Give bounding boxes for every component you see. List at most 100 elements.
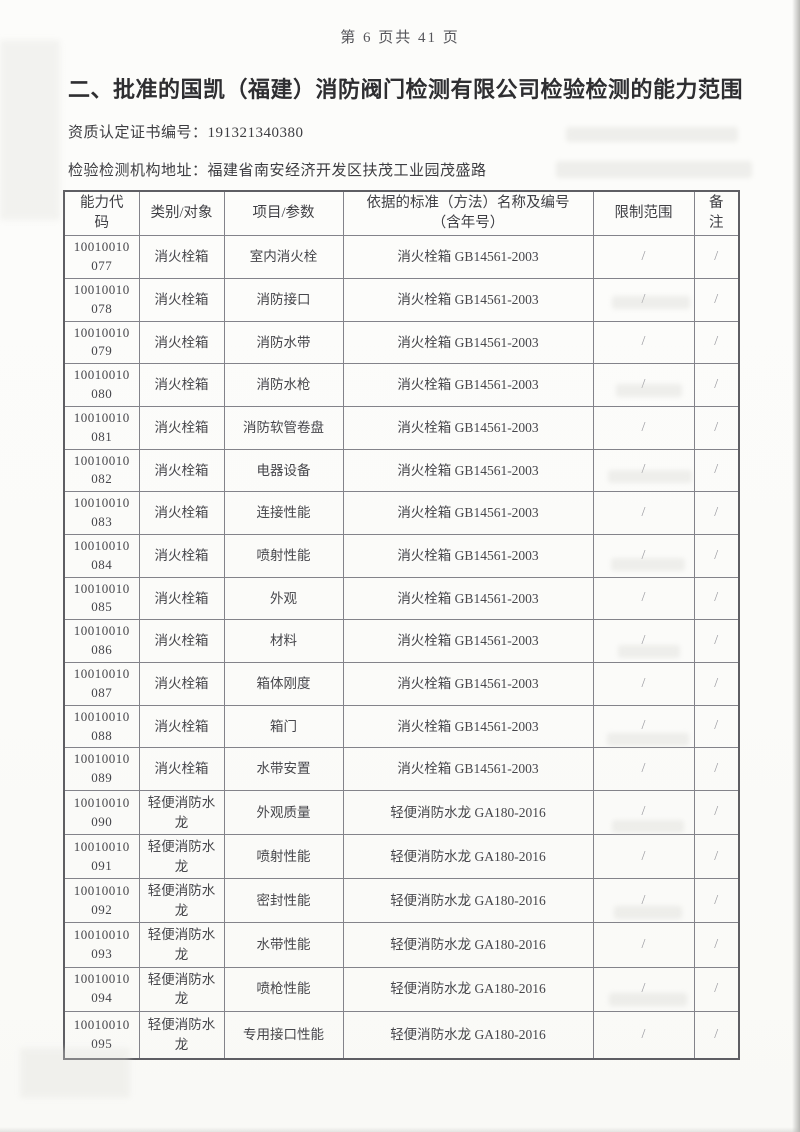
cell-limit-scope: / [592,922,695,968]
cell-remarks: / [693,533,740,578]
capability-code-line2: 088 [91,727,113,743]
cell-category-object: 消火栓箱 [138,619,225,663]
cell-category-object: 消火栓箱 [138,576,225,621]
table-row: 10010010 095 轻便消防水 龙 专用接口性能 轻便消防水龙 GA180-… [63,1010,740,1060]
cell-capability-code: 10010010 086 [63,619,140,663]
cell-item-parameter: 喷射性能 [223,834,344,880]
capability-code-line1: 10010010 [73,537,130,553]
cell-item-parameter: 水带性能 [223,922,344,968]
cell-remarks: / [693,790,740,836]
table-row: 10010010 091 轻便消防水 龙 喷射性能 轻便消防水龙 GA180-20… [63,834,740,880]
cell-standard-name-number: 消火栓箱 GB14561-2003 [342,704,594,749]
cell-standard-name-number: 消火栓箱 GB14561-2003 [342,363,594,407]
table-row: 10010010 088 消火栓箱 箱门 消火栓箱 GB14561-2003 / … [63,704,740,749]
institution-address-line: 检验检测机构地址：福建省南安经济开发区扶茂工业园茂盛路 [68,159,487,180]
cell-limit-scope: / [592,704,695,749]
cell-category-object: 轻便消防水 龙 [138,878,225,924]
capability-code-line1: 10010010 [73,281,130,297]
certificate-number-value: 191321340380 [207,125,304,141]
cell-item-parameter: 水带安置 [223,747,344,792]
cell-standard-name-number: 消火栓箱 GB14561-2003 [342,576,594,621]
cell-item-parameter: 连接性能 [223,491,344,535]
cell-limit-scope: / [592,790,695,836]
cell-limit-scope: / [592,747,695,792]
cell-category-object: 消火栓箱 [138,235,225,279]
cell-remarks: / [693,619,740,663]
capability-code-line1: 10010010 [73,452,130,468]
cell-category-object: 消火栓箱 [138,320,225,365]
cell-item-parameter: 材料 [223,619,344,663]
bleed-through-artifact [0,40,60,220]
capability-code-line1: 10010010 [73,580,130,596]
table-row: 10010010 083 消火栓箱 连接性能 消火栓箱 GB14561-2003 … [63,491,740,535]
table-row: 10010010 090 轻便消防水 龙 外观质量 轻便消防水龙 GA180-20… [63,790,740,836]
capability-code-line1: 10010010 [73,623,130,639]
col-header-capability-code: 能力代 码 [63,190,140,237]
cell-remarks: / [693,320,740,365]
cell-remarks: / [693,277,740,322]
cell-remarks: / [693,966,740,1012]
cell-standard-name-number: 轻便消防水龙 GA180-2016 [342,966,594,1012]
cell-capability-code: 10010010 089 [63,747,140,792]
cell-item-parameter: 喷射性能 [223,533,344,578]
table-row: 10010010 084 消火栓箱 喷射性能 消火栓箱 GB14561-2003 … [63,533,740,578]
col-header-remarks: 备 注 [693,190,740,237]
capability-code-line1: 10010010 [73,708,130,724]
cell-remarks: / [693,662,740,706]
capability-code-line1: 10010010 [73,239,130,255]
cell-standard-name-number: 轻便消防水龙 GA180-2016 [342,790,594,836]
cell-capability-code: 10010010 091 [63,834,140,880]
capability-code-line2: 091 [91,857,113,873]
cell-standard-name-number: 轻便消防水龙 GA180-2016 [342,834,594,880]
col-header-limit-scope: 限制范围 [592,190,695,237]
cell-remarks: / [693,491,740,535]
cell-limit-scope: / [592,834,695,880]
cell-standard-name-number: 轻便消防水龙 GA180-2016 [342,1010,594,1060]
cell-standard-name-number: 轻便消防水龙 GA180-2016 [342,922,594,968]
capability-code-line1: 10010010 [73,409,130,425]
cell-item-parameter: 箱体刚度 [223,662,344,706]
table-row: 10010010 078 消火栓箱 消防接口 消火栓箱 GB14561-2003 … [63,277,740,322]
capability-code-line1: 10010010 [73,666,130,681]
certificate-number-label: 资质认定证书编号： [68,125,208,141]
col-header-standard-name-number: 依据的标准（方法）名称及编号 （含年号） [342,190,594,237]
cell-standard-name-number: 消火栓箱 GB14561-2003 [342,405,594,450]
cell-limit-scope: / [592,878,695,924]
table-row: 10010010 085 消火栓箱 外观 消火栓箱 GB14561-2003 / … [63,576,740,621]
col-header-item-parameter: 项目/参数 [223,190,344,237]
cell-item-parameter: 密封性能 [223,878,344,924]
cell-capability-code: 10010010 078 [63,277,140,322]
cell-capability-code: 10010010 081 [63,405,140,450]
capability-code-line1: 10010010 [73,324,130,340]
bleed-through-artifact [556,161,752,178]
cell-item-parameter: 消防接口 [223,277,344,322]
bleed-through-artifact [566,127,738,142]
cell-standard-name-number: 消火栓箱 GB14561-2003 [342,747,594,792]
capability-code-line2: 089 [91,770,113,786]
cell-category-object: 轻便消防水 龙 [138,922,225,968]
capability-code-line1: 10010010 [73,495,130,511]
capability-code-line1: 10010010 [73,1017,130,1033]
cell-item-parameter: 消防水带 [223,320,344,365]
cell-category-object: 轻便消防水 龙 [138,790,225,836]
cell-capability-code: 10010010 094 [63,966,140,1012]
cell-category-object: 消火栓箱 [138,533,225,578]
table-row: 10010010 087 消火栓箱 箱体刚度 消火栓箱 GB14561-2003 … [63,662,740,706]
capability-code-line2: 079 [91,343,113,359]
cell-capability-code: 10010010 095 [63,1010,140,1060]
cell-limit-scope: / [592,966,695,1012]
capability-code-line1: 10010010 [73,971,130,987]
cell-remarks: / [693,922,740,968]
cell-limit-scope: / [592,235,695,279]
cell-category-object: 消火栓箱 [138,448,225,493]
capability-code-line1: 10010010 [73,838,130,854]
cell-capability-code: 10010010 079 [63,320,140,365]
table-row: 10010010 092 轻便消防水 龙 密封性能 轻便消防水龙 GA180-20… [63,878,740,924]
cell-item-parameter: 专用接口性能 [223,1010,344,1060]
col-header-category-object: 类别/对象 [138,190,225,237]
capability-code-line2: 077 [91,257,113,273]
cell-capability-code: 10010010 080 [63,363,140,407]
cell-capability-code: 10010010 077 [63,235,140,279]
cell-capability-code: 10010010 088 [63,704,140,749]
capability-table-header: 能力代 码 类别/对象 项目/参数 依据的标准（方法）名称及编号 （含年号） 限… [63,190,740,237]
